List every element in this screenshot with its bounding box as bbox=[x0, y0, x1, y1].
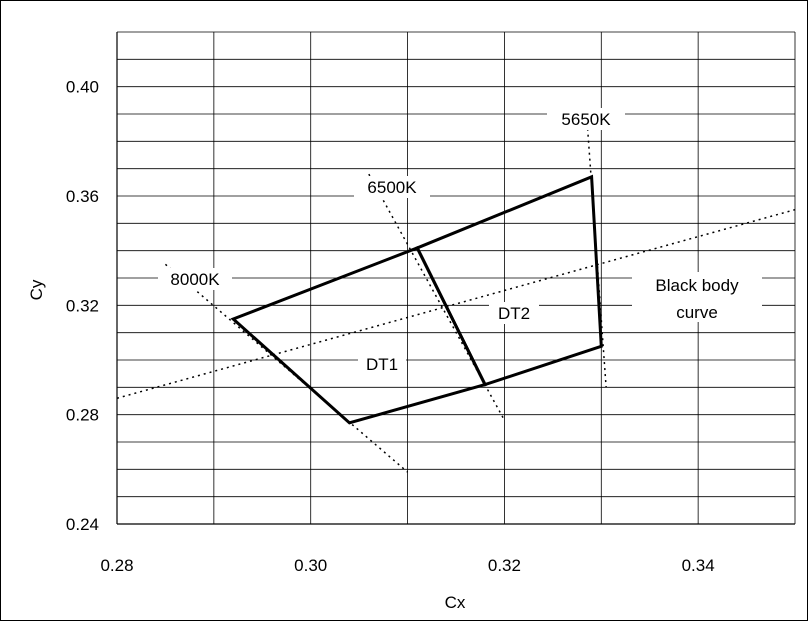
label-8000k-text: 8000K bbox=[170, 270, 220, 289]
label-5650k: 5650K bbox=[547, 108, 625, 130]
label-dt2: DT2 bbox=[489, 302, 539, 324]
y-tick-label: 0.24 bbox=[66, 515, 99, 534]
polygon-dt2 bbox=[415, 174, 603, 387]
x-axis-title: Cx bbox=[445, 593, 466, 612]
y-tick-label: 0.36 bbox=[66, 187, 99, 206]
label-black-body-curve: Black body curve bbox=[632, 272, 762, 322]
label-black-body-line1: Black body bbox=[655, 276, 739, 295]
label-5650k-text: 5650K bbox=[561, 110, 611, 129]
x-tick-label: 0.34 bbox=[682, 556, 715, 575]
label-6500k-text: 6500K bbox=[367, 178, 417, 197]
tick-labels: 0.28 0.30 0.32 0.34 0.24 0.28 0.32 0.36 0.40 bbox=[66, 78, 715, 575]
label-dt2-text: DT2 bbox=[498, 304, 530, 323]
y-tick-label: 0.40 bbox=[66, 78, 99, 97]
label-dt1: DT1 bbox=[358, 353, 406, 375]
x-tick-label: 0.28 bbox=[100, 556, 133, 575]
label-6500k: 6500K bbox=[354, 176, 430, 198]
label-dt1-text: DT1 bbox=[366, 355, 398, 374]
y-axis-title: Cy bbox=[27, 279, 46, 300]
x-tick-label: 0.30 bbox=[294, 556, 327, 575]
x-tick-label: 0.32 bbox=[488, 556, 521, 575]
y-tick-label: 0.28 bbox=[66, 406, 99, 425]
polygons bbox=[230, 174, 603, 425]
label-black-body-line2: curve bbox=[676, 303, 718, 322]
y-tick-label: 0.32 bbox=[66, 296, 99, 315]
label-8000k: 8000K bbox=[158, 268, 232, 290]
dotted-line-8000k bbox=[164, 263, 409, 473]
